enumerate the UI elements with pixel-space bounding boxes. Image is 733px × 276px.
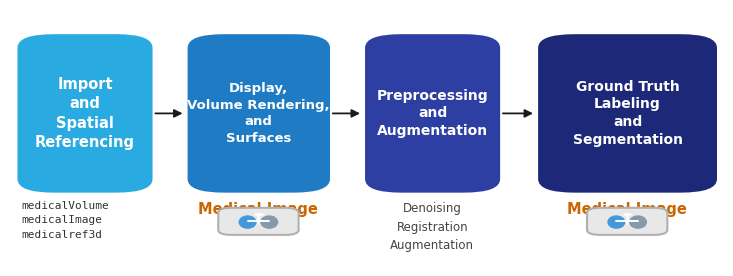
FancyBboxPatch shape (538, 34, 717, 193)
Text: medicalVolume
medicalImage
medicalref3d: medicalVolume medicalImage medicalref3d (22, 201, 110, 240)
Text: Ground Truth
Labeling
and
Segmentation: Ground Truth Labeling and Segmentation (572, 80, 682, 147)
Ellipse shape (238, 215, 257, 229)
Text: Preprocessing
and
Augmentation: Preprocessing and Augmentation (377, 89, 488, 138)
Ellipse shape (629, 215, 647, 229)
FancyBboxPatch shape (188, 34, 330, 193)
FancyBboxPatch shape (18, 34, 152, 193)
Ellipse shape (260, 215, 279, 229)
Ellipse shape (608, 215, 625, 229)
FancyBboxPatch shape (365, 34, 500, 193)
FancyBboxPatch shape (587, 208, 667, 235)
Text: Medical Image
Labeler: Medical Image Labeler (199, 202, 318, 237)
Text: Display,
Volume Rendering,
and
Surfaces: Display, Volume Rendering, and Surfaces (188, 82, 330, 145)
FancyBboxPatch shape (218, 208, 298, 235)
Text: Denoising
Registration
Augmentation: Denoising Registration Augmentation (390, 202, 474, 252)
Text: Medical Image
Labeler: Medical Image Labeler (567, 202, 687, 237)
Text: Import
and
Spatial
Referencing: Import and Spatial Referencing (35, 77, 135, 150)
